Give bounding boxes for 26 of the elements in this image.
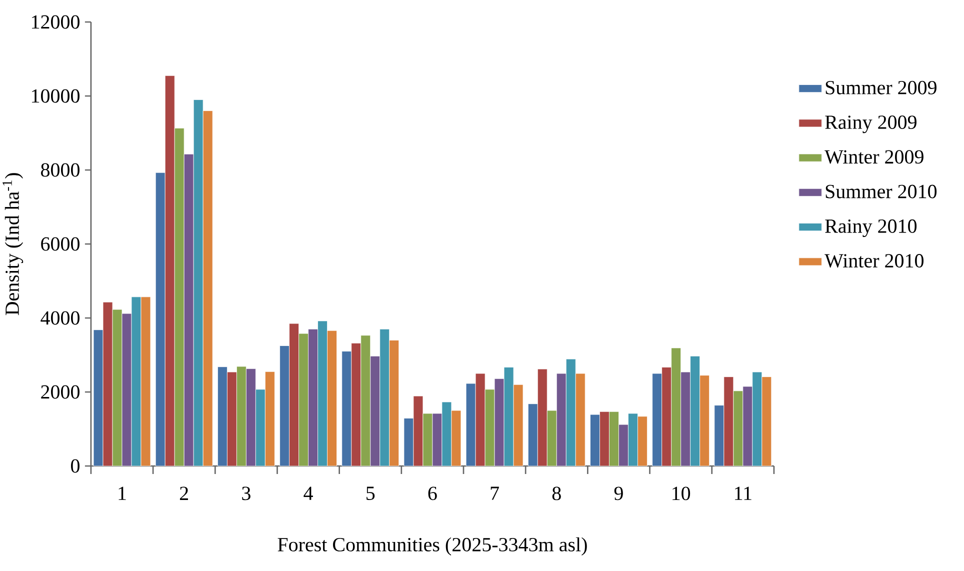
y-tick-label: 2000 bbox=[41, 385, 80, 399]
x-tick-label: 1 bbox=[118, 486, 126, 500]
legend-label: Summer 2009 bbox=[826, 80, 936, 94]
legend-label: Winter 2009 bbox=[824, 150, 924, 164]
legend-label: Summer 2010 bbox=[826, 184, 937, 198]
y-tick-label: 12000 bbox=[32, 15, 80, 29]
y-tick-label: 4000 bbox=[40, 311, 80, 325]
y-tick-label: 6000 bbox=[41, 237, 80, 251]
legend-label: Rainy 2010 bbox=[825, 219, 917, 238]
y-tick-label: 10000 bbox=[32, 89, 80, 103]
x-tick-label: 6 bbox=[428, 486, 437, 500]
y-axis-title: Density (Ind ha$^{-1}$) bbox=[2, 173, 24, 316]
x-tick-label: 10 bbox=[672, 486, 690, 500]
x-tick-label: 4 bbox=[304, 486, 313, 500]
x-tick-label: 7 bbox=[490, 486, 499, 500]
x-tick-label: 5 bbox=[366, 486, 375, 500]
x-tick-label: 2 bbox=[180, 486, 188, 500]
x-tick-label: 9 bbox=[614, 486, 623, 500]
x-tick-label: 11 bbox=[735, 486, 752, 500]
x-tick-label: 8 bbox=[552, 486, 561, 500]
x-axis-title: Forest Communities (2025-3343m asl) bbox=[278, 537, 587, 556]
y-tick-label: 8000 bbox=[41, 163, 80, 177]
y-tick-label: 0 bbox=[71, 459, 80, 473]
x-tick-label: 3 bbox=[242, 486, 250, 500]
legend-label: Winter 2010 bbox=[824, 254, 924, 268]
legend-label: Rainy 2009 bbox=[825, 116, 916, 134]
